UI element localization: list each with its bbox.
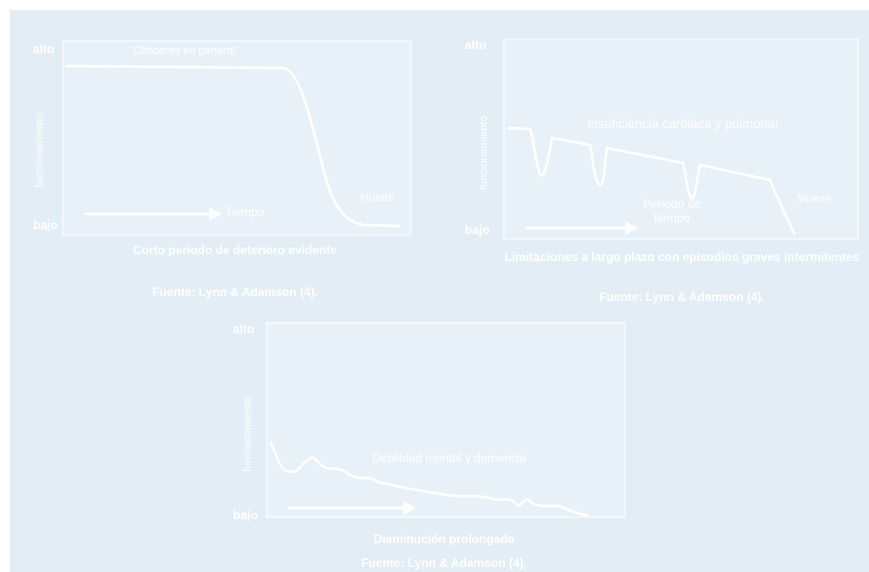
death-label: Muerte	[797, 193, 832, 205]
death-label: Muerte	[360, 192, 395, 204]
y-low-label: bajo	[465, 223, 490, 237]
y-low-label: bajo	[33, 218, 58, 232]
panel-caption: Corto periodo de deterioro evidente	[132, 243, 338, 257]
time-label: Periodo de tiempo	[642, 197, 702, 225]
curve-label: Debilidad mental y demencia	[372, 451, 527, 465]
trajectory-curve	[506, 126, 797, 236]
source-note: Fuente: Lynn & Adamson (4).	[152, 285, 318, 299]
y-high-label: alto	[465, 38, 487, 52]
y-axis-label: funcionamiento	[478, 115, 490, 190]
y-low-label: bajo	[233, 508, 258, 522]
plot-area	[62, 40, 412, 236]
source-note: Fuente: Lynn & Adamson (4).	[599, 290, 765, 304]
source-note: Fuente: Lynn & Adamson (4).	[361, 556, 527, 570]
panel-caption: Limitaciones a largo plazo con episodios…	[504, 250, 860, 264]
curve-label: Insuficiencia cardiaca y pulmonar	[587, 116, 780, 131]
y-high-label: alto	[33, 42, 55, 56]
y-axis-label: funcionamiento	[242, 397, 254, 472]
plot-area	[266, 322, 626, 518]
panel-caption: Disminución prolongada	[373, 532, 515, 546]
y-axis-label: funcionamiento	[34, 113, 46, 188]
time-label: Tiempo	[225, 205, 265, 219]
curve-label: Cánceres en general	[133, 45, 236, 57]
trajectory-curve	[268, 441, 589, 518]
trajectory-curve	[65, 64, 401, 228]
figure-canvas: alto bajo funcionamiento Cánceres en gen…	[10, 10, 869, 572]
y-high-label: alto	[233, 322, 255, 336]
